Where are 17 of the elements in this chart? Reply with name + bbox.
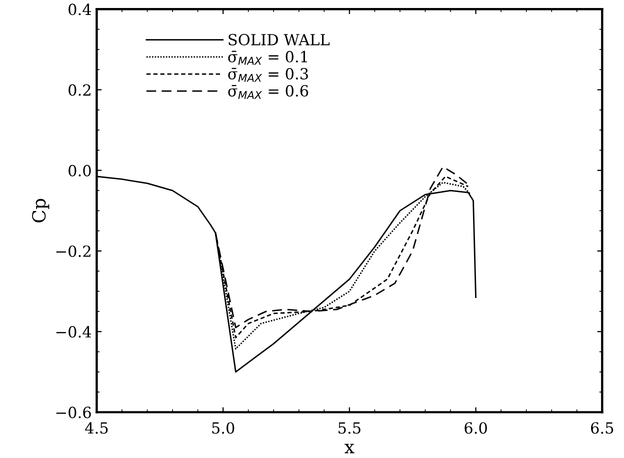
y-tick-label: 0.2	[68, 84, 90, 96]
x-axis-title: x	[344, 444, 354, 454]
legend-label: σ̄$_{MAX}$ = 0.6	[228, 84, 308, 99]
y-axis-title: Cp	[32, 198, 50, 222]
y-tick-label: 0.0	[68, 164, 91, 176]
y-tick-label: −0.6	[56, 406, 91, 418]
legend-label: SOLID WALL	[228, 34, 330, 46]
x-tick-label: 4.5	[85, 422, 108, 434]
x-tick-label: 5.5	[338, 422, 360, 434]
x-tick-label: 6.0	[464, 422, 487, 434]
legend-label: σ̄$_{MAX}$ = 0.1	[228, 50, 307, 65]
y-tick-label: 0.4	[68, 4, 92, 16]
x-tick-label: 6.5	[591, 422, 614, 434]
x-tick-label: 5.0	[212, 422, 234, 434]
y-tick-label: −0.2	[56, 245, 90, 258]
legend-label: σ̄$_{MAX}$ = 0.3	[228, 68, 308, 82]
y-tick-label: −0.4	[56, 326, 92, 338]
